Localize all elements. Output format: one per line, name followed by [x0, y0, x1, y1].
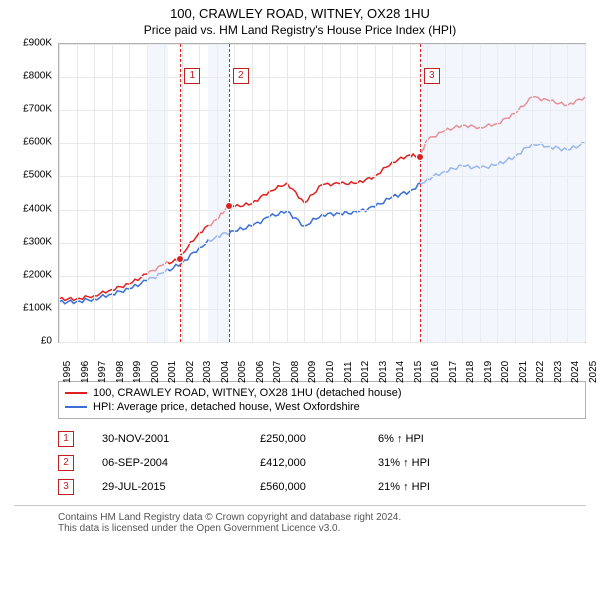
- x-tick-label: 2013: [378, 361, 389, 383]
- event-row-badge: 3: [58, 479, 74, 495]
- legend-row: HPI: Average price, detached house, West…: [65, 400, 579, 414]
- page-subtitle: Price paid vs. HM Land Registry's House …: [0, 23, 600, 37]
- y-tick-label: £600K: [23, 137, 52, 148]
- x-tick-label: 2018: [465, 361, 476, 383]
- x-tick-label: 1999: [132, 361, 143, 383]
- event-row-date: 29-JUL-2015: [102, 481, 232, 493]
- x-tick-label: 2009: [307, 361, 318, 383]
- y-tick-label: £300K: [23, 236, 52, 247]
- x-tick-label: 1995: [62, 361, 73, 383]
- event-row-badge: 1: [58, 431, 74, 447]
- shaded-band: [208, 44, 229, 342]
- x-tick-label: 2000: [150, 361, 161, 383]
- page-title: 100, CRAWLEY ROAD, WITNEY, OX28 1HU: [0, 6, 600, 21]
- plot-area: 1 2 3: [58, 43, 586, 343]
- x-tick-label: 2001: [167, 361, 178, 383]
- x-tick-label: 1997: [97, 361, 108, 383]
- x-tick-label: 2003: [202, 361, 213, 383]
- legend-swatch: [65, 406, 87, 408]
- event-badge: 3: [424, 68, 440, 84]
- event-dot: [176, 255, 184, 263]
- x-tick-label: 2006: [255, 361, 266, 383]
- y-tick-label: £0: [41, 336, 52, 347]
- x-axis-labels: 1995199619971998199920002001200220032004…: [58, 343, 586, 373]
- x-tick-label: 2008: [290, 361, 301, 383]
- x-tick-label: 2005: [237, 361, 248, 383]
- x-tick-label: 2020: [500, 361, 511, 383]
- events-table: 1 30-NOV-2001 £250,000 6% ↑ HPI 2 06-SEP-2004…: [58, 427, 586, 499]
- x-tick-label: 2017: [448, 361, 459, 383]
- footer: Contains HM Land Registry data © Crown c…: [14, 505, 586, 534]
- shaded-band: [147, 44, 168, 342]
- x-tick-label: 2021: [518, 361, 529, 383]
- legend-label: 100, CRAWLEY ROAD, WITNEY, OX28 1HU (det…: [93, 387, 402, 399]
- event-row-price: £560,000: [260, 481, 350, 493]
- legend: 100, CRAWLEY ROAD, WITNEY, OX28 1HU (det…: [58, 381, 586, 419]
- footer-line-1: Contains HM Land Registry data © Crown c…: [58, 512, 586, 534]
- event-badge: 2: [233, 68, 249, 84]
- y-tick-label: £500K: [23, 170, 52, 181]
- x-tick-label: 1998: [115, 361, 126, 383]
- event-row-date: 06-SEP-2004: [102, 457, 232, 469]
- y-tick-label: £100K: [23, 302, 52, 313]
- event-row-delta: 21% ↑ HPI: [378, 481, 488, 493]
- x-tick-label: 2004: [220, 361, 231, 383]
- legend-row: 100, CRAWLEY ROAD, WITNEY, OX28 1HU (det…: [65, 386, 579, 400]
- x-tick-label: 1996: [80, 361, 91, 383]
- y-tick-label: £700K: [23, 104, 52, 115]
- shaded-band: [420, 44, 585, 342]
- x-tick-label: 2016: [430, 361, 441, 383]
- chart: £0 £100K £200K £300K £400K £500K £600K £700K £80…: [14, 43, 586, 373]
- y-tick-label: £800K: [23, 71, 52, 82]
- event-row-delta: 31% ↑ HPI: [378, 457, 488, 469]
- event-line: [420, 44, 421, 342]
- legend-label: HPI: Average price, detached house, West…: [93, 401, 360, 413]
- x-tick-label: 2014: [395, 361, 406, 383]
- event-row-delta: 6% ↑ HPI: [378, 433, 488, 445]
- legend-swatch: [65, 392, 87, 394]
- y-tick-label: £400K: [23, 203, 52, 214]
- event-dot: [416, 153, 424, 161]
- event-row-price: £250,000: [260, 433, 350, 445]
- event-row: 3 29-JUL-2015 £560,000 21% ↑ HPI: [58, 475, 586, 499]
- x-tick-label: 2002: [185, 361, 196, 383]
- y-tick-label: £200K: [23, 269, 52, 280]
- event-line: [180, 44, 181, 342]
- title-block: 100, CRAWLEY ROAD, WITNEY, OX28 1HU Pric…: [0, 0, 600, 37]
- x-tick-label: 2007: [272, 361, 283, 383]
- event-dot: [225, 202, 233, 210]
- x-tick-label: 2023: [553, 361, 564, 383]
- y-axis-labels: £0£100K£200K£300K£400K£500K£600K£700K£80…: [14, 43, 56, 343]
- y-tick-label: £900K: [23, 38, 52, 49]
- event-row: 1 30-NOV-2001 £250,000 6% ↑ HPI: [58, 427, 586, 451]
- event-row-badge: 2: [58, 455, 74, 471]
- event-row-date: 30-NOV-2001: [102, 433, 232, 445]
- event-row-price: £412,000: [260, 457, 350, 469]
- event-badge: 1: [184, 68, 200, 84]
- x-tick-label: 2025: [588, 361, 599, 383]
- event-line: [229, 44, 230, 342]
- event-row: 2 06-SEP-2004 £412,000 31% ↑ HPI: [58, 451, 586, 475]
- x-tick-label: 2024: [570, 361, 581, 383]
- root: 100, CRAWLEY ROAD, WITNEY, OX28 1HU Pric…: [0, 0, 600, 590]
- x-tick-label: 2011: [343, 361, 354, 383]
- x-tick-label: 2022: [535, 361, 546, 383]
- x-tick-label: 2010: [325, 361, 336, 383]
- x-tick-label: 2012: [360, 361, 371, 383]
- x-tick-label: 2015: [413, 361, 424, 383]
- x-tick-label: 2019: [483, 361, 494, 383]
